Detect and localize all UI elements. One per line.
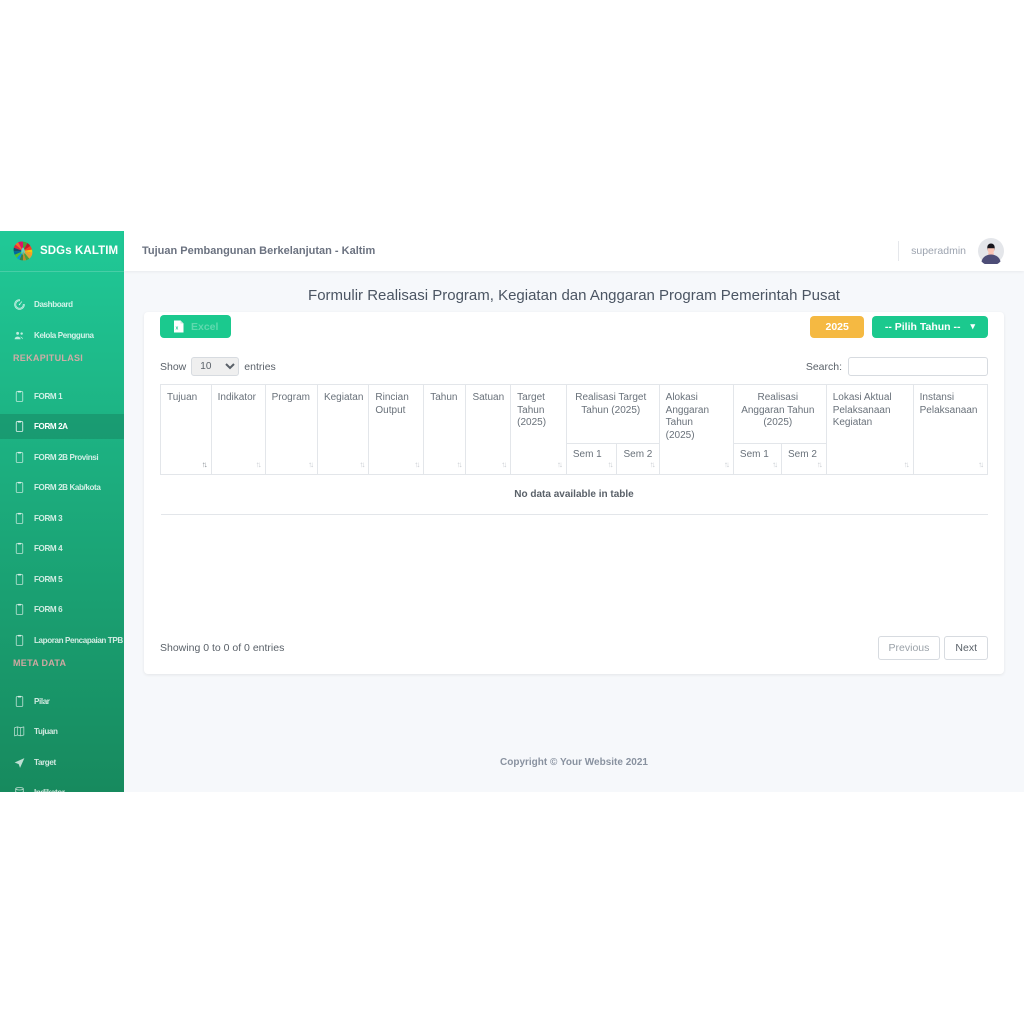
svg-text:x: x bbox=[176, 326, 179, 332]
